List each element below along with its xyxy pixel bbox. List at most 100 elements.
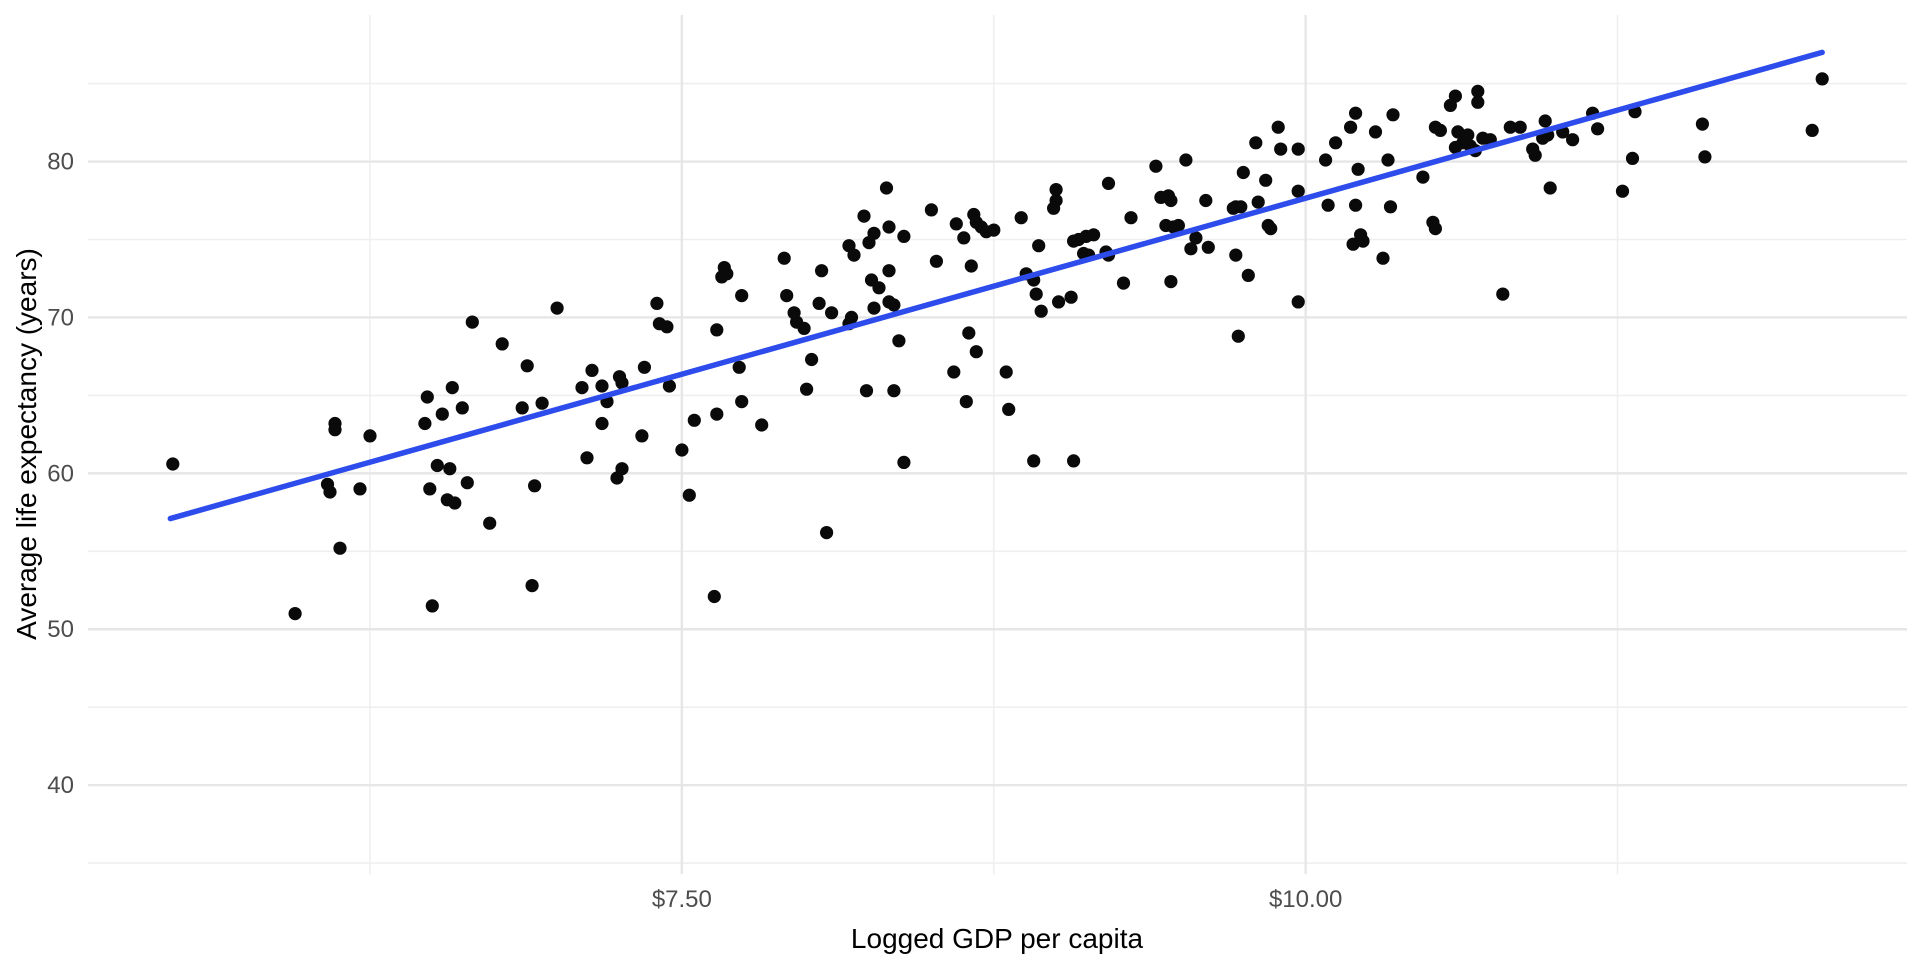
data-point (957, 231, 971, 245)
data-point (1815, 72, 1829, 86)
data-point (328, 423, 342, 437)
data-point (1249, 136, 1263, 150)
data-point (857, 209, 871, 223)
data-point (815, 264, 829, 278)
data-point (1052, 295, 1066, 309)
data-point (847, 248, 861, 262)
data-point (987, 223, 1001, 237)
data-point (1329, 136, 1343, 150)
data-point (1251, 195, 1265, 209)
data-point (1443, 98, 1457, 112)
data-point (1259, 173, 1273, 187)
data-point (1064, 290, 1078, 304)
data-point (660, 320, 674, 334)
data-point (1264, 222, 1278, 236)
data-point (288, 607, 302, 621)
minor-gridlines (88, 15, 1907, 874)
data-point (1695, 117, 1709, 131)
data-point (969, 345, 983, 359)
data-point (615, 376, 629, 390)
data-point (710, 323, 724, 337)
data-point (887, 384, 901, 398)
data-point (650, 296, 664, 310)
data-point (1201, 240, 1215, 254)
data-point (1149, 159, 1163, 173)
data-point (575, 381, 589, 395)
data-point (166, 457, 180, 471)
data-point (1615, 184, 1630, 198)
data-point (710, 407, 724, 421)
data-point (425, 599, 439, 613)
data-point (430, 458, 444, 473)
data-point (1433, 123, 1447, 137)
data-point (1448, 140, 1462, 155)
data-point (1124, 211, 1138, 225)
y-tick-label: 80 (47, 149, 74, 176)
data-point (805, 352, 819, 367)
data-point (1538, 114, 1552, 128)
data-point (1291, 184, 1305, 198)
data-point (662, 379, 677, 393)
data-point (1291, 295, 1305, 309)
data-point (1503, 120, 1517, 134)
y-tick-label: 40 (47, 772, 74, 799)
data-point (1356, 234, 1370, 248)
y-tick-label: 60 (47, 460, 74, 487)
data-point (959, 395, 973, 409)
data-point (1014, 211, 1028, 225)
data-point (635, 429, 649, 443)
data-point (1164, 193, 1178, 208)
data-point (363, 429, 377, 443)
data-point (1271, 120, 1285, 134)
data-point (780, 289, 794, 303)
data-point (947, 365, 961, 379)
data-point (323, 485, 337, 499)
data-point (897, 229, 911, 243)
data-point (812, 296, 826, 310)
data-point (715, 270, 729, 284)
data-point (1234, 200, 1248, 214)
data-point (443, 462, 457, 476)
data-point (929, 254, 944, 268)
data-point (550, 301, 564, 315)
data-point (1528, 148, 1542, 162)
data-point (1368, 125, 1383, 139)
data-point (1349, 106, 1363, 120)
y-axis-title: Average life expectancy (years) (11, 248, 42, 640)
data-point (882, 264, 896, 278)
data-point (1027, 454, 1041, 468)
data-point (800, 382, 814, 396)
data-point (682, 488, 696, 502)
data-point (1029, 287, 1043, 301)
data-point (1049, 183, 1063, 197)
data-point (1383, 200, 1398, 214)
data-point (1171, 218, 1185, 233)
data-point (862, 236, 876, 250)
data-point (1241, 268, 1255, 282)
data-point (924, 203, 939, 217)
data-point (595, 379, 609, 393)
data-point (859, 384, 874, 398)
data-point (962, 326, 976, 340)
data-point (1381, 153, 1395, 167)
data-point (735, 395, 749, 409)
data-point (1002, 402, 1016, 416)
data-point (580, 451, 594, 465)
data-point (1566, 133, 1580, 147)
data-point (435, 407, 449, 421)
data-point (333, 541, 347, 555)
data-point (1351, 162, 1365, 176)
data-point (1805, 123, 1819, 137)
data-point (1034, 304, 1048, 318)
data-point (1184, 242, 1198, 256)
data-point (483, 516, 497, 530)
data-point (820, 526, 834, 540)
data-point (1591, 122, 1605, 136)
data-point (825, 306, 839, 320)
data-point (1428, 222, 1442, 236)
data-point (1047, 201, 1061, 215)
data-point (777, 251, 791, 265)
x-tick-label: $7.50 (652, 886, 712, 913)
data-point (1101, 176, 1116, 190)
